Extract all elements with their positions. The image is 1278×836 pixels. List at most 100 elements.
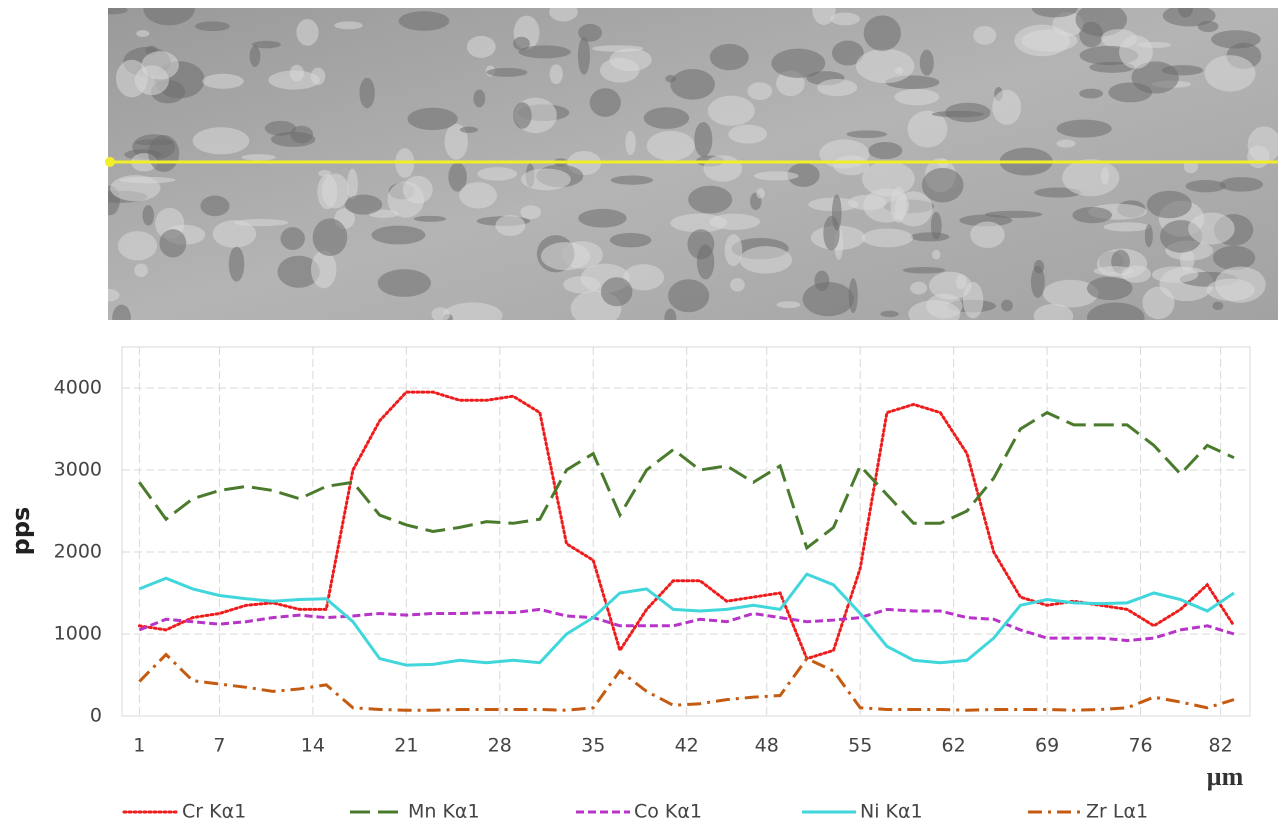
texture (250, 46, 261, 67)
texture (1119, 35, 1153, 68)
texture (541, 242, 590, 270)
texture (550, 64, 563, 84)
y-tick-label: 4000 (54, 377, 102, 399)
texture (1087, 302, 1145, 332)
texture (467, 36, 496, 58)
texture (694, 122, 712, 157)
texture (920, 50, 934, 76)
texture (1205, 55, 1256, 91)
texture (590, 88, 621, 117)
texture (868, 142, 902, 159)
texture (311, 250, 336, 288)
y-axis-label: pps (7, 507, 35, 556)
texture (908, 300, 960, 328)
plot-frame (122, 347, 1250, 716)
texture (134, 263, 148, 277)
legend-label: Zr Lα1 (1086, 801, 1148, 823)
texture (1056, 140, 1075, 148)
texture (932, 250, 941, 260)
texture (136, 30, 149, 37)
texture (1211, 30, 1261, 48)
texture (771, 49, 825, 78)
texture (644, 107, 689, 129)
texture (846, 130, 887, 138)
texture (1163, 5, 1216, 27)
texture (848, 195, 887, 210)
texture (611, 175, 653, 184)
texture (697, 244, 714, 279)
texture (1207, 279, 1255, 301)
texture (1094, 266, 1134, 276)
x-tick-label: 82 (1209, 735, 1233, 757)
texture (202, 74, 243, 89)
texture (728, 125, 767, 144)
y-tick-label: 3000 (54, 459, 102, 481)
legend-label: Mn Kα1 (408, 801, 480, 823)
texture (601, 277, 633, 306)
texture (1220, 177, 1263, 192)
scan-start (105, 157, 115, 167)
texture (1247, 145, 1269, 168)
texture (1142, 287, 1174, 320)
texture (864, 15, 901, 51)
texture (600, 58, 640, 82)
x-tick-label: 69 (1035, 735, 1059, 757)
x-tick-label: 1 (133, 735, 145, 757)
texture (710, 44, 749, 70)
texture (1087, 277, 1133, 300)
page: {"chart_data": {"type": "line", "ylabel"… (0, 0, 1278, 832)
x-tick-label: 55 (848, 735, 872, 757)
texture (313, 218, 348, 256)
texture (229, 247, 245, 282)
texture (1034, 260, 1044, 273)
texture (985, 211, 1042, 218)
texture (922, 168, 964, 203)
micrograph (91, 0, 1278, 333)
texture (856, 49, 914, 83)
y-tick-label: 1000 (54, 623, 102, 645)
texture (903, 267, 946, 274)
texture (1079, 89, 1103, 99)
texture (754, 171, 799, 180)
x-tick-label: 42 (675, 735, 699, 757)
texture (610, 233, 652, 247)
texture (668, 279, 709, 312)
texture (359, 78, 374, 108)
texture (159, 229, 186, 257)
texture (625, 131, 635, 155)
texture (1188, 212, 1235, 244)
texture (803, 282, 854, 316)
texture (578, 209, 626, 228)
texture (1186, 180, 1226, 192)
texture (973, 26, 996, 45)
texture (378, 269, 431, 297)
texture (460, 127, 478, 133)
texture (708, 96, 755, 126)
texture (862, 228, 913, 247)
texture (98, 5, 128, 14)
texture (241, 154, 275, 160)
texture (833, 155, 869, 175)
y-tick-label: 2000 (54, 541, 102, 563)
texture (910, 282, 927, 295)
texture (431, 307, 450, 321)
texture (1057, 120, 1112, 138)
texture (200, 196, 229, 217)
texture (1145, 224, 1153, 247)
legend-label: Co Kα1 (634, 801, 702, 823)
texture (688, 186, 732, 214)
texture (1001, 300, 1013, 312)
texture (213, 220, 257, 248)
texture (513, 102, 531, 128)
texture (473, 90, 485, 108)
texture (592, 45, 643, 52)
x-tick-label: 7 (213, 735, 225, 757)
x-axis-label: µm (1207, 762, 1244, 791)
texture (119, 177, 175, 183)
texture (414, 216, 446, 222)
texture (143, 205, 154, 226)
texture (135, 65, 169, 95)
texture (135, 139, 174, 145)
texture (1152, 266, 1198, 283)
texture (578, 24, 602, 42)
